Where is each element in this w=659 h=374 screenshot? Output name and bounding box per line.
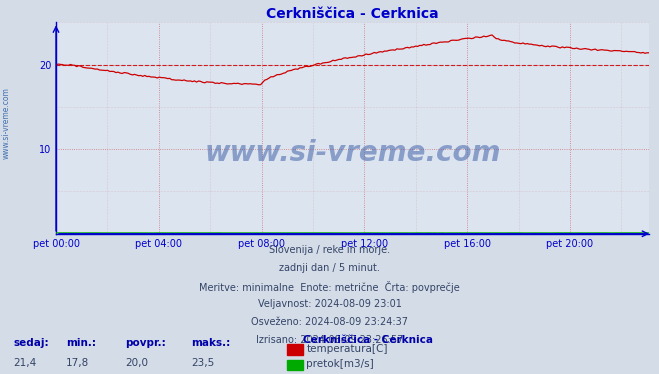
Text: zadnji dan / 5 minut.: zadnji dan / 5 minut.	[279, 263, 380, 273]
Text: Osveženo: 2024-08-09 23:24:37: Osveženo: 2024-08-09 23:24:37	[251, 317, 408, 327]
Text: min.:: min.:	[66, 338, 96, 349]
Text: povpr.:: povpr.:	[125, 338, 166, 349]
Text: 20,0: 20,0	[125, 358, 148, 368]
Text: 21,4: 21,4	[13, 358, 36, 368]
Text: Meritve: minimalne  Enote: metrične  Črta: povprečje: Meritve: minimalne Enote: metrične Črta:…	[199, 281, 460, 293]
Text: 23,5: 23,5	[191, 358, 214, 368]
Text: Cerkniščica - Cerknica: Cerkniščica - Cerknica	[303, 335, 433, 345]
Text: Slovenija / reke in morje.: Slovenija / reke in morje.	[269, 245, 390, 255]
Text: Izrisano: 2024-08-09 23:26:57: Izrisano: 2024-08-09 23:26:57	[256, 335, 403, 345]
Title: Cerkniščica - Cerknica: Cerkniščica - Cerknica	[266, 7, 439, 21]
Text: www.si-vreme.com: www.si-vreme.com	[204, 140, 501, 168]
Text: www.si-vreme.com: www.si-vreme.com	[2, 88, 11, 159]
Text: pretok[m3/s]: pretok[m3/s]	[306, 359, 374, 369]
Text: maks.:: maks.:	[191, 338, 231, 349]
Text: 17,8: 17,8	[66, 358, 89, 368]
Text: temperatura[C]: temperatura[C]	[306, 344, 388, 353]
Text: Veljavnost: 2024-08-09 23:01: Veljavnost: 2024-08-09 23:01	[258, 299, 401, 309]
Text: sedaj:: sedaj:	[13, 338, 49, 349]
